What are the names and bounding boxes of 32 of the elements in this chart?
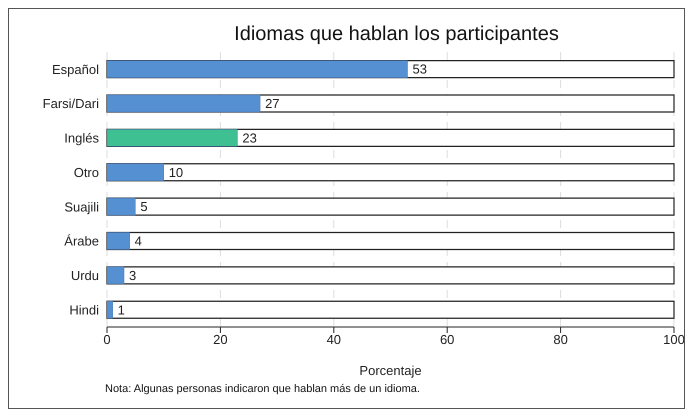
data-label: 4 <box>134 234 142 249</box>
x-tick-label: 80 <box>553 332 568 348</box>
y-tick-label: Farsi/Dari <box>42 96 100 112</box>
chart-title: Idiomas que hablan los participantes <box>233 23 560 46</box>
bar <box>107 232 130 250</box>
x-tick-label: 100 <box>663 332 685 348</box>
data-label: 3 <box>129 268 136 283</box>
bar <box>107 300 113 318</box>
data-label: 27 <box>265 96 280 112</box>
y-tick-label: Urdu <box>70 268 99 284</box>
y-tick-label: Hindi <box>69 302 100 318</box>
bar <box>107 94 260 112</box>
bar <box>107 129 238 147</box>
x-tick-label: 20 <box>213 332 228 348</box>
data-label: 53 <box>412 62 427 77</box>
x-axis-title: Porcentaje <box>359 363 422 378</box>
x-tick-label: 60 <box>440 332 454 348</box>
text: Nota: Algunas personas indicaron que hablan más de un idioma. <box>105 383 421 395</box>
y-tick-label: Inglés <box>64 130 100 146</box>
bar <box>107 266 124 284</box>
data-label: 23 <box>242 130 257 146</box>
data-label: 5 <box>140 199 148 214</box>
bar <box>107 198 136 216</box>
y-tick-label: Otro <box>74 164 99 180</box>
y-tick-label: Suajili <box>64 199 100 214</box>
bar <box>107 163 164 181</box>
x-tick-label: 0 <box>103 332 111 348</box>
data-label: 1 <box>118 302 125 318</box>
data-label: 10 <box>168 164 184 180</box>
y-tick-label: Español <box>52 62 100 77</box>
x-tick-label: 40 <box>326 332 342 348</box>
y-tick-label: Árabe <box>64 234 99 249</box>
